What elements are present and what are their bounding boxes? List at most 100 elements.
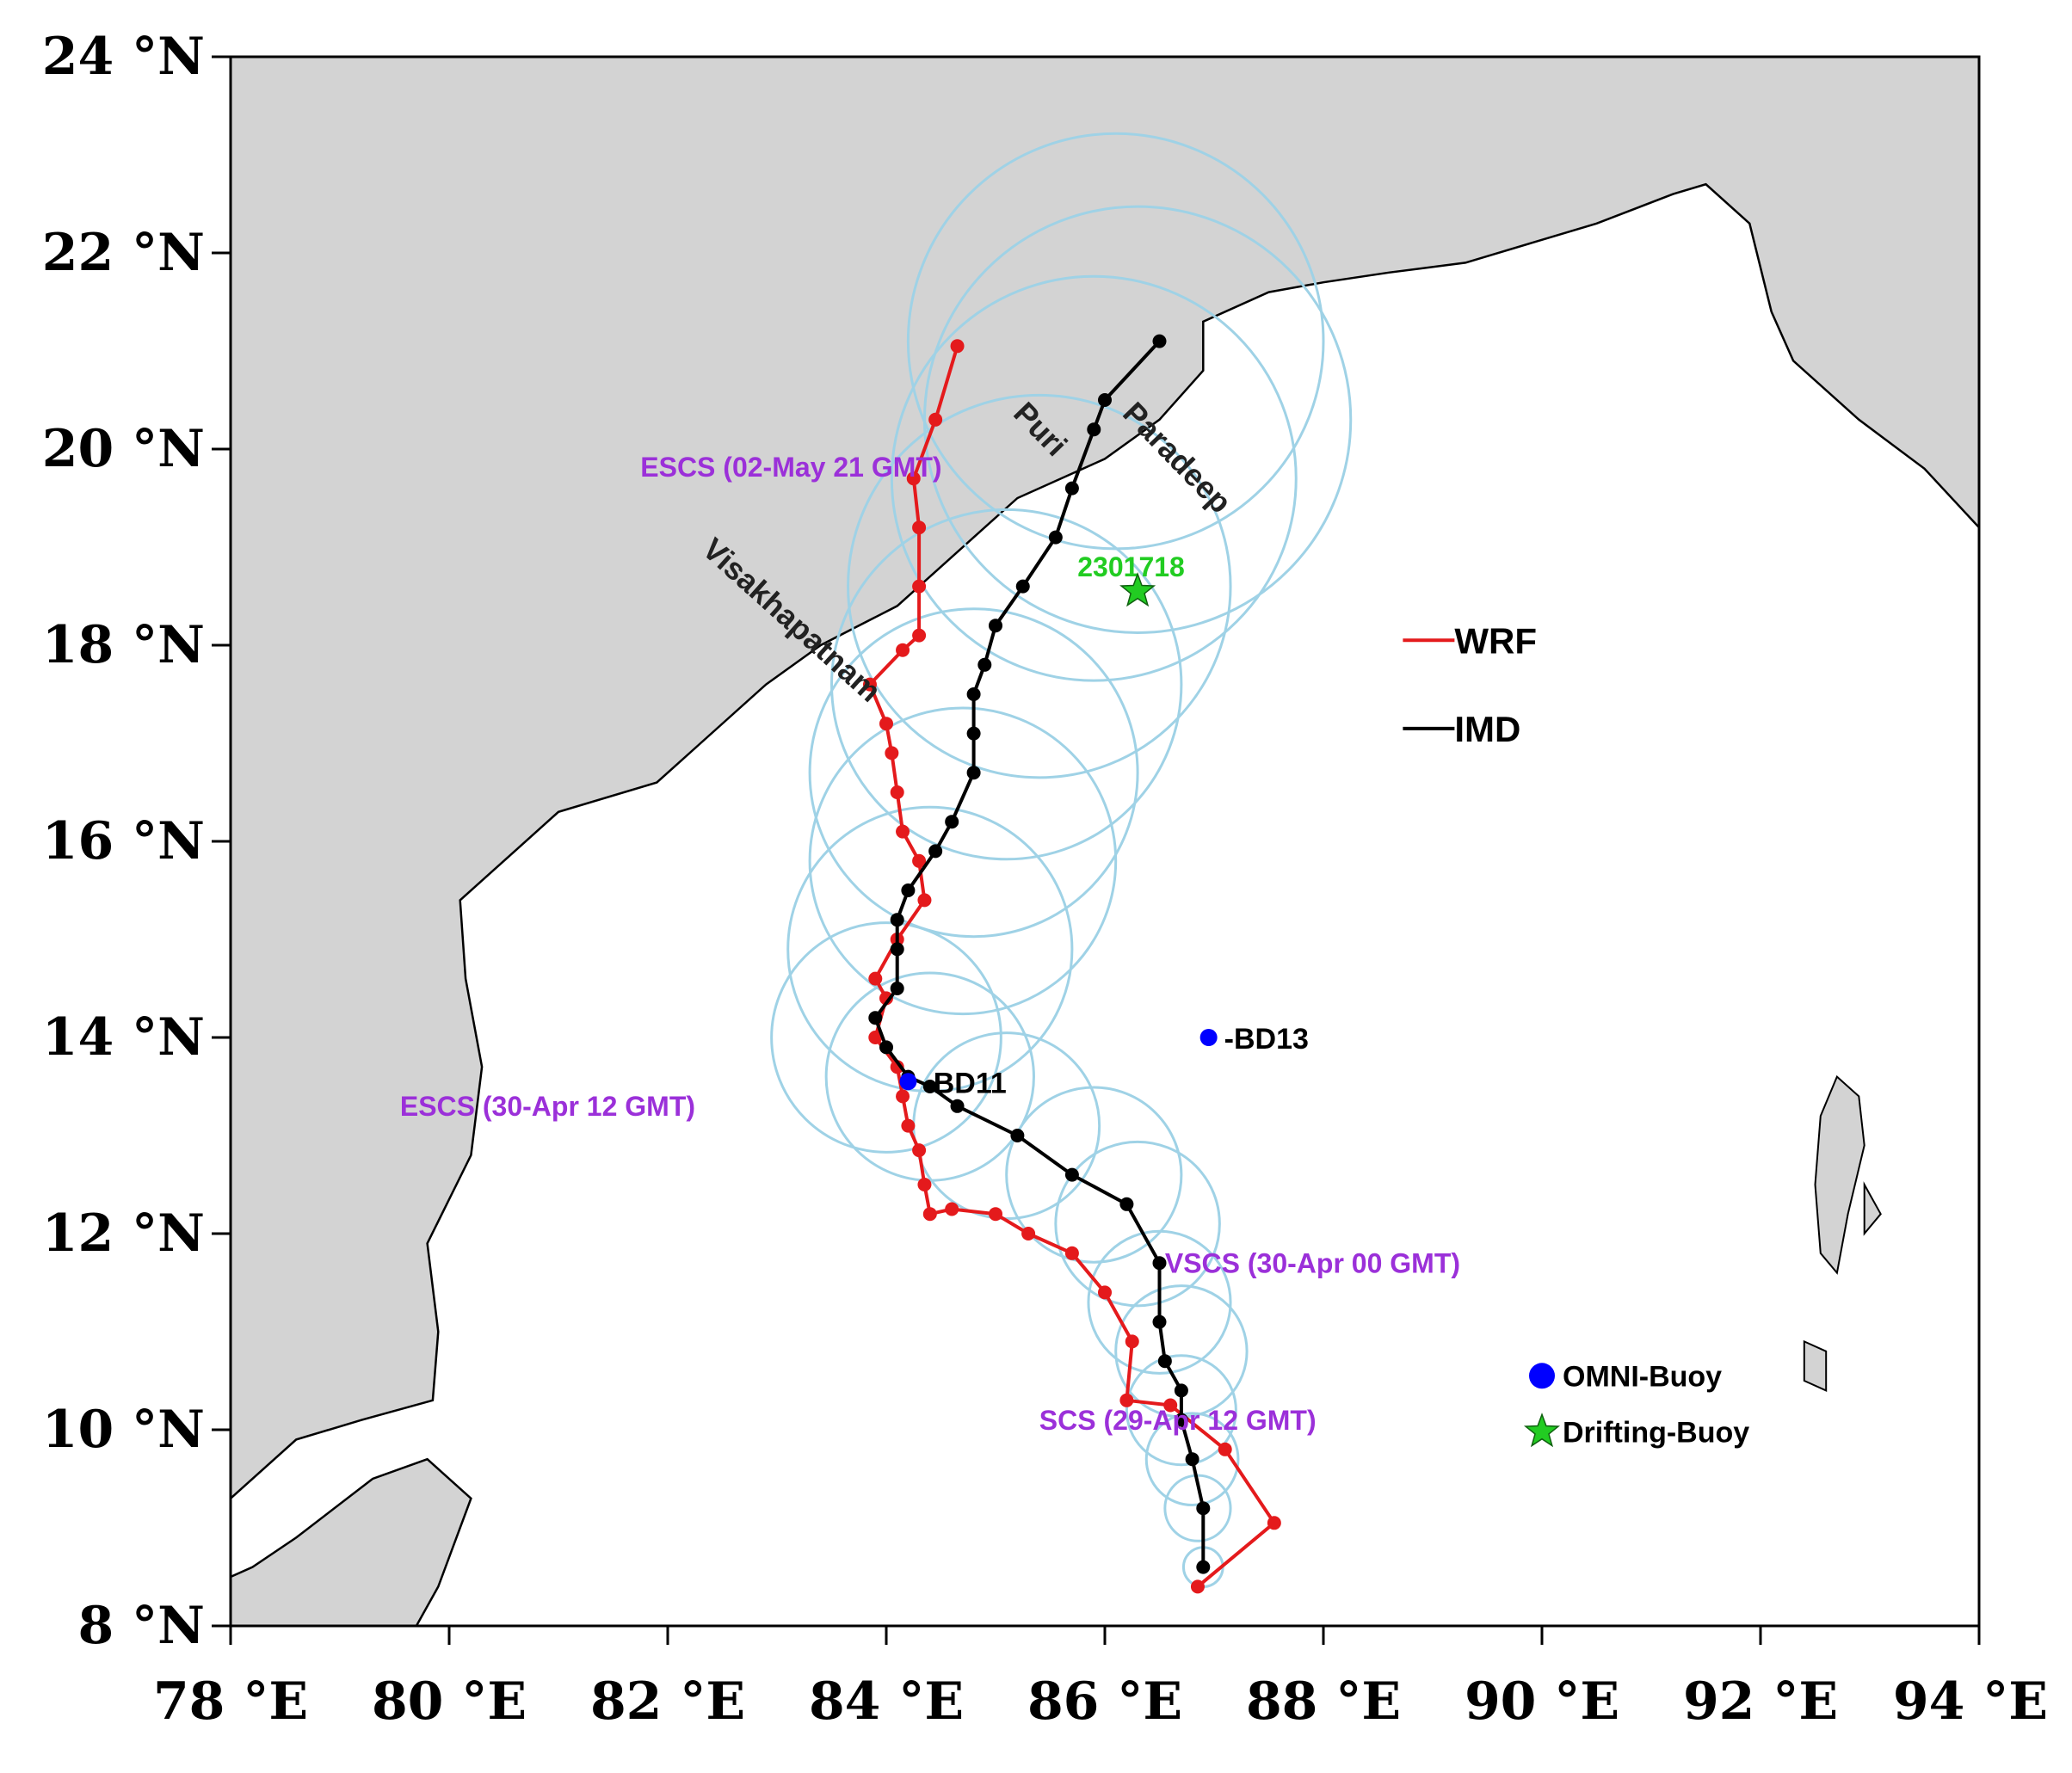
event-label: 2301718 (1077, 551, 1185, 582)
lat-tick-label: 16 °N (42, 811, 205, 871)
track-point-imd (1174, 1383, 1188, 1398)
track-point-wrf (917, 893, 932, 908)
land-mainland (231, 57, 1979, 1626)
uncertainty-circle (829, 508, 1183, 861)
event-label: ESCS (02-May 21 GMT) (640, 452, 941, 483)
track-point-wrf (945, 1202, 959, 1216)
track-point-wrf (950, 339, 965, 354)
lon-tick-label: 86 °E (1027, 1671, 1182, 1732)
track-point-imd (966, 687, 981, 701)
event-label: SCS (29-Apr 12 GMT) (1039, 1405, 1317, 1436)
lon-tick-label: 80 °E (372, 1671, 527, 1732)
land-island (1803, 1339, 1828, 1392)
axes: 8 °N 10 °N 12 °N 14 °N 16 °N 18 °N 20 °N 22 °N 2… (42, 27, 2048, 1732)
track-point-imd (1174, 1413, 1188, 1427)
track-point-imd (1064, 1167, 1079, 1182)
track-point-imd (890, 913, 904, 927)
track-point-wrf (912, 1143, 927, 1158)
land-srilanka (231, 1457, 472, 1626)
legend-drifting-buoy-icon (1523, 1413, 1561, 1448)
track-point-wrf (906, 471, 921, 486)
uncertainty-circle (906, 132, 1325, 551)
legend: WRF IMD OMNI-Buoy Drifting-Buoy (1403, 620, 1749, 1449)
track-point-wrf (868, 1031, 883, 1044)
lon-tick-label: 82 °E (590, 1671, 745, 1732)
lat-tick-label: 22 °N (42, 223, 205, 283)
track-point-wrf (912, 579, 927, 594)
track-layer (862, 334, 1281, 1594)
track-point-wrf (879, 717, 893, 731)
track-point-imd (890, 942, 904, 957)
track-point-imd (966, 726, 981, 741)
land-layer (231, 57, 1979, 1626)
uncertainty-circle (808, 706, 1118, 1016)
uncertainty-circle (770, 921, 1002, 1154)
track-point-wrf (896, 643, 910, 657)
track-point-wrf (1119, 1393, 1134, 1407)
track-point-imd (928, 844, 943, 859)
track-point-wrf (1021, 1227, 1036, 1240)
track-point-imd (1152, 1256, 1167, 1271)
lat-tick-label: 24 °N (42, 27, 205, 87)
track-point-imd (1157, 1354, 1172, 1369)
track-point-wrf (862, 677, 877, 692)
lat-tick-label: 8 °N (78, 1596, 205, 1656)
lon-tick-label: 94 °E (1893, 1671, 2048, 1732)
lon-tick-label: 78 °E (153, 1671, 308, 1732)
buoy-label: -BD11 (923, 1067, 1006, 1099)
track-point-wrf (989, 1207, 1002, 1222)
lon-tick-label: 90 °E (1465, 1671, 1619, 1732)
track-point-imd (1196, 1560, 1211, 1574)
drifting-buoy-icon (1119, 572, 1156, 607)
track-point-imd (977, 657, 992, 672)
track-point-wrf (879, 991, 893, 1006)
lat-tick-label: 12 °N (42, 1204, 205, 1264)
uncertainty-circle (1125, 1354, 1237, 1467)
track-point-imd (922, 1080, 937, 1093)
buoy-layer: -BD13 -BD11 (899, 572, 1309, 1099)
lat-tick-label: 14 °N (42, 1007, 205, 1068)
uncertainty-circle (890, 274, 1298, 682)
track-point-imd (879, 1040, 893, 1055)
track-point-imd (989, 619, 1002, 633)
track-point-imd (1048, 530, 1063, 545)
lon-tick-label: 84 °E (809, 1671, 964, 1732)
event-label: VSCS (30-Apr 00 GMT) (1165, 1248, 1460, 1279)
track-point-imd (1119, 1197, 1134, 1211)
track-point-wrf (912, 628, 927, 643)
track-point-imd (1098, 393, 1112, 407)
track-point-wrf (896, 824, 910, 839)
omni-buoy-marker (899, 1073, 917, 1091)
track-point-wrf (1267, 1516, 1281, 1530)
land-island (1814, 1074, 1865, 1275)
land-island (1863, 1181, 1882, 1236)
event-label: ESCS (30-Apr 12 GMT) (400, 1091, 695, 1122)
track-point-wrf (868, 971, 883, 986)
track-point-wrf (890, 785, 904, 799)
uncertainty-circle (808, 607, 1139, 939)
track-point-wrf (901, 1118, 916, 1133)
uncertainty-circle (1054, 1140, 1221, 1308)
track-point-imd (1087, 422, 1101, 437)
track-point-imd (1015, 579, 1030, 594)
track-point-wrf (885, 746, 899, 760)
legend-label: IMD (1454, 709, 1520, 749)
lon-tick-label: 92 °E (1683, 1671, 1838, 1732)
track-point-wrf (928, 412, 943, 427)
lat-tick-label: 18 °N (42, 615, 205, 675)
track-point-imd (901, 883, 916, 897)
track-point-imd (966, 766, 981, 780)
track-point-wrf (922, 1207, 937, 1222)
track-point-wrf (1163, 1398, 1178, 1413)
track-point-imd (945, 815, 959, 829)
track-point-wrf (890, 1060, 904, 1074)
track-point-wrf (912, 520, 927, 535)
uncertainty-circle (1144, 1412, 1240, 1507)
track-point-imd (1152, 334, 1167, 348)
track-point-wrf (1098, 1285, 1112, 1300)
track-point-wrf (1190, 1579, 1205, 1594)
track-point-imd (1185, 1452, 1199, 1467)
uncertainty-circle (1005, 1086, 1183, 1264)
